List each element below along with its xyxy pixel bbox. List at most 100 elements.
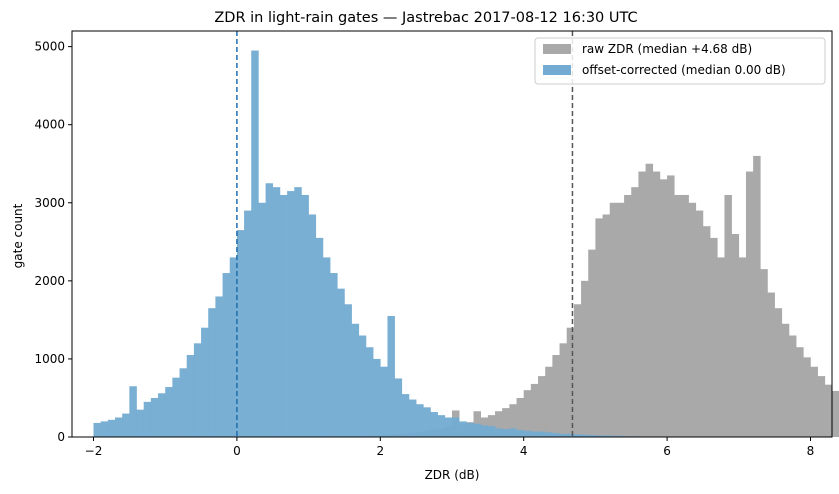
histogram-bar: [538, 432, 545, 437]
histogram-bar: [273, 187, 280, 437]
histogram-bar: [667, 175, 674, 437]
histogram-bar: [789, 336, 796, 438]
histogram-bar: [610, 203, 617, 437]
histogram-bar: [767, 293, 774, 437]
histogram-bar: [438, 415, 445, 437]
x-tick-label: 2: [376, 444, 384, 458]
histogram-bar: [531, 432, 538, 437]
histogram-bar: [696, 211, 703, 437]
histogram-bar: [423, 407, 430, 437]
y-tick-label: 1000: [34, 352, 65, 366]
histogram-bar: [775, 308, 782, 437]
histogram-bar: [832, 391, 839, 437]
x-tick-label: 6: [663, 444, 671, 458]
histogram-bar: [624, 195, 631, 437]
histogram-bar: [416, 404, 423, 437]
legend-label-raw: raw ZDR (median +4.68 dB): [582, 42, 752, 56]
histogram-bar: [588, 250, 595, 437]
histogram-bar: [244, 211, 251, 437]
histogram-bar: [180, 368, 187, 437]
histogram-bar: [208, 308, 215, 437]
histogram-bar: [488, 426, 495, 437]
histogram-bar: [452, 417, 459, 437]
histogram-bar: [215, 296, 222, 437]
histogram-bar: [94, 423, 101, 437]
histogram-bar: [230, 257, 237, 437]
histogram-bar: [724, 195, 731, 437]
histogram-bar: [524, 431, 531, 437]
histogram-bar: [545, 432, 552, 437]
histogram-bar: [717, 257, 724, 437]
histogram-bar: [746, 172, 753, 437]
histogram-bar: [101, 421, 108, 437]
histogram-bar: [187, 355, 194, 437]
histogram-bar: [552, 355, 559, 437]
y-tick-label: 4000: [34, 118, 65, 132]
histogram-bar: [359, 336, 366, 438]
histogram-bar: [266, 183, 273, 437]
histogram-bar: [509, 428, 516, 437]
histogram-bar: [803, 357, 810, 437]
histogram-bar: [631, 187, 638, 437]
histogram-bar: [409, 400, 416, 437]
histogram-bar: [732, 234, 739, 437]
chart-title: ZDR in light-rain gates — Jastrebac 2017…: [214, 10, 637, 26]
histogram-bar: [366, 347, 373, 437]
histogram-bar: [538, 376, 545, 437]
histogram-bar: [681, 195, 688, 437]
histogram-bar: [818, 376, 825, 437]
histogram-bar: [466, 423, 473, 437]
histogram-bar: [617, 203, 624, 437]
histogram-bar: [330, 273, 337, 437]
histogram-bar: [430, 412, 437, 437]
histogram-bar: [387, 316, 394, 437]
histogram-bar: [380, 367, 387, 437]
histogram-bar: [151, 398, 158, 437]
histogram-bar: [739, 257, 746, 437]
histogram-bar: [825, 385, 832, 437]
plot-area: [94, 31, 839, 437]
histogram-bar: [689, 203, 696, 437]
histogram-bar: [517, 430, 524, 437]
x-tick-label: 8: [807, 444, 815, 458]
histogram-bar: [646, 164, 653, 437]
histogram-bar: [194, 343, 201, 437]
y-tick-label: 3000: [34, 196, 65, 210]
legend-label-corrected: offset-corrected (median 0.00 dB): [582, 63, 786, 77]
series-0: [352, 156, 839, 437]
y-axis-label: gate count: [11, 203, 25, 268]
x-axis-label: ZDR (dB): [425, 468, 480, 482]
x-tick-label: −2: [85, 444, 103, 458]
histogram-bar: [373, 359, 380, 437]
legend-swatch-raw: [543, 44, 571, 54]
y-tick-label: 5000: [34, 40, 65, 54]
histogram-bar: [653, 172, 660, 437]
histogram-bar: [344, 304, 351, 437]
histogram-bar: [638, 172, 645, 437]
histogram-bar: [710, 238, 717, 437]
histogram-bar: [545, 367, 552, 437]
histogram-bar: [395, 378, 402, 437]
histogram-bar: [280, 195, 287, 437]
histogram-bar: [301, 195, 308, 437]
histogram-bar: [251, 51, 258, 437]
histogram-bar: [581, 281, 588, 437]
histogram-bar: [459, 421, 466, 437]
legend: raw ZDR (median +4.68 dB) offset-correct…: [535, 38, 825, 84]
histogram-bar: [165, 387, 172, 437]
histogram-bar: [796, 347, 803, 437]
histogram-bar: [660, 179, 667, 437]
y-tick-label: 2000: [34, 274, 65, 288]
histogram-bar: [294, 187, 301, 437]
histogram-bar: [782, 324, 789, 437]
histogram-bar: [402, 394, 409, 437]
histogram-bar: [158, 393, 165, 437]
histogram-bar: [108, 420, 115, 437]
histogram-bar: [237, 230, 244, 437]
histogram-bar: [223, 273, 230, 437]
histogram-bar: [172, 378, 179, 437]
histogram-bar: [352, 324, 359, 437]
histogram-bar: [115, 417, 122, 437]
histogram-bar: [552, 433, 559, 437]
